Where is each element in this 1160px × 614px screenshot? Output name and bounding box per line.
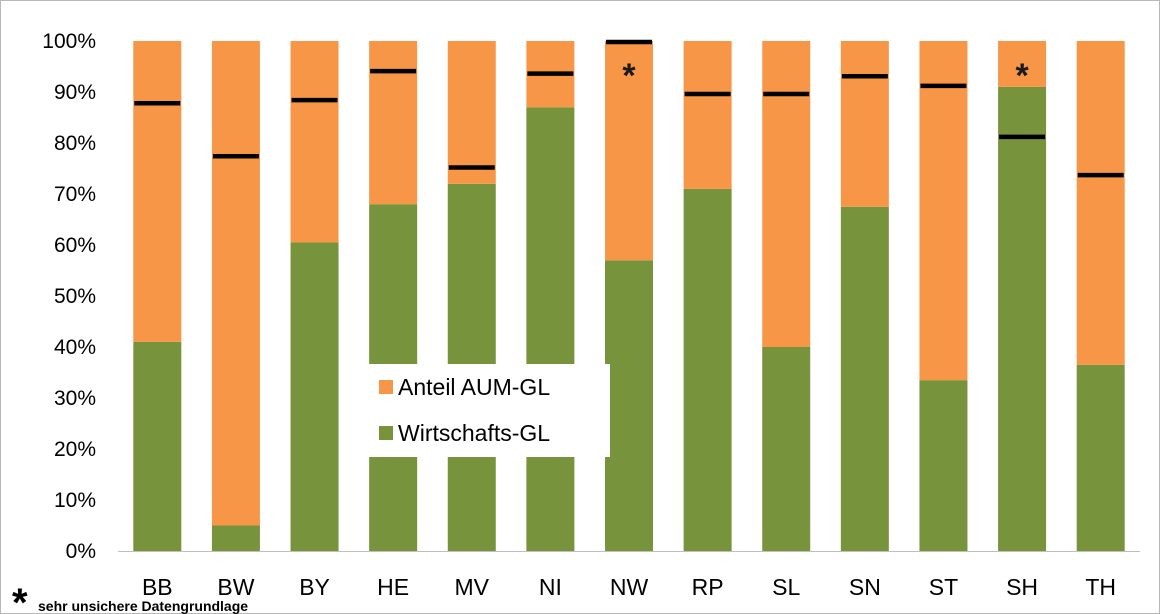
- x-tick-label-mv: MV: [455, 574, 490, 600]
- bar-nw-anteil-aum-gl: [605, 41, 653, 261]
- y-tick-label: 0%: [66, 540, 96, 563]
- y-tick-label: 40%: [54, 336, 96, 359]
- footnote-text: sehr unsichere Datengrundlage: [38, 598, 248, 614]
- y-axis-tick-labels: 0% 10% 20% 30% 40% 50% 60% 70% 80% 90% 100%: [42, 30, 96, 563]
- asterisk-sh: *: [1015, 57, 1029, 95]
- legend-label-anteil-aum-gl: Anteil AUM-GL: [398, 374, 550, 400]
- bars: [133, 41, 1125, 552]
- y-tick-label: 60%: [54, 234, 96, 257]
- x-tick-label-he: HE: [377, 574, 409, 600]
- bar-th-anteil-aum-gl: [1076, 41, 1125, 365]
- y-tick-label: 90%: [54, 81, 96, 104]
- bar-sl-anteil-aum-gl: [762, 41, 811, 347]
- bar-by-wirtschafts-gl: [290, 242, 339, 551]
- bar-ni-wirtschafts-gl: [526, 107, 575, 552]
- bar-bw-wirtschafts-gl: [211, 525, 260, 551]
- bar-sh-anteil-aum-gl: [998, 41, 1047, 87]
- bar-sn-anteil-aum-gl: [840, 41, 889, 207]
- x-tick-label-sh: SH: [1006, 574, 1038, 600]
- y-tick-label: 70%: [54, 183, 96, 206]
- bar-sn-wirtschafts-gl: [840, 206, 889, 551]
- x-tick-label-sn: SN: [849, 574, 881, 600]
- legend-swatch-wirtschafts-gl: [379, 426, 393, 440]
- footnote-asterisk: *: [12, 581, 28, 614]
- x-tick-label-nw: NW: [610, 574, 649, 600]
- asterisk-nw: *: [622, 57, 636, 95]
- bar-rp-wirtschafts-gl: [683, 188, 732, 551]
- asterisk-annotations: * *: [622, 57, 1029, 95]
- legend-background: [364, 364, 610, 457]
- bar-rp-anteil-aum-gl: [683, 41, 732, 189]
- x-tick-label-sl: SL: [772, 574, 800, 600]
- bar-nw-wirtschafts-gl: [605, 260, 653, 551]
- y-tick-label: 50%: [54, 285, 96, 308]
- x-tick-label-by: BY: [299, 574, 330, 600]
- marker-lines: [134, 39, 1124, 178]
- x-tick-label-st: ST: [929, 574, 958, 600]
- x-tick-label-bb: BB: [142, 574, 173, 600]
- bar-by-anteil-aum-gl: [290, 41, 339, 243]
- footnote: * sehr unsichere Datengrundlage: [12, 581, 248, 614]
- x-tick-label-rp: RP: [692, 574, 724, 600]
- x-axis-category-labels: BB BW BY HE MV NI NW RP SL SN ST SH TH: [142, 574, 1116, 600]
- legend-label-wirtschafts-gl: Wirtschafts-GL: [398, 420, 550, 446]
- legend-swatch-anteil-aum-gl: [379, 380, 393, 394]
- bar-sh-wirtschafts-gl: [998, 86, 1047, 552]
- x-tick-label-th: TH: [1085, 574, 1116, 600]
- bar-st-wirtschafts-gl: [919, 380, 968, 551]
- x-tick-label-bw: BW: [217, 574, 254, 600]
- y-tick-label: 100%: [42, 30, 96, 53]
- bar-mv-anteil-aum-gl: [447, 41, 496, 184]
- bar-st-anteil-aum-gl: [919, 41, 968, 381]
- y-tick-label: 20%: [54, 438, 96, 461]
- legend: Anteil AUM-GL Wirtschafts-GL: [364, 364, 610, 457]
- y-tick-label: 30%: [54, 387, 96, 410]
- bar-he-anteil-aum-gl: [369, 41, 418, 205]
- y-tick-label: 10%: [54, 489, 96, 512]
- y-tick-label: 80%: [54, 132, 96, 155]
- bar-bb-anteil-aum-gl: [133, 41, 182, 342]
- bar-bw-anteil-aum-gl: [211, 41, 260, 526]
- bar-sl-wirtschafts-gl: [762, 347, 811, 551]
- x-tick-label-ni: NI: [539, 574, 562, 600]
- bar-th-wirtschafts-gl: [1076, 364, 1125, 551]
- bar-bb-wirtschafts-gl: [133, 341, 182, 551]
